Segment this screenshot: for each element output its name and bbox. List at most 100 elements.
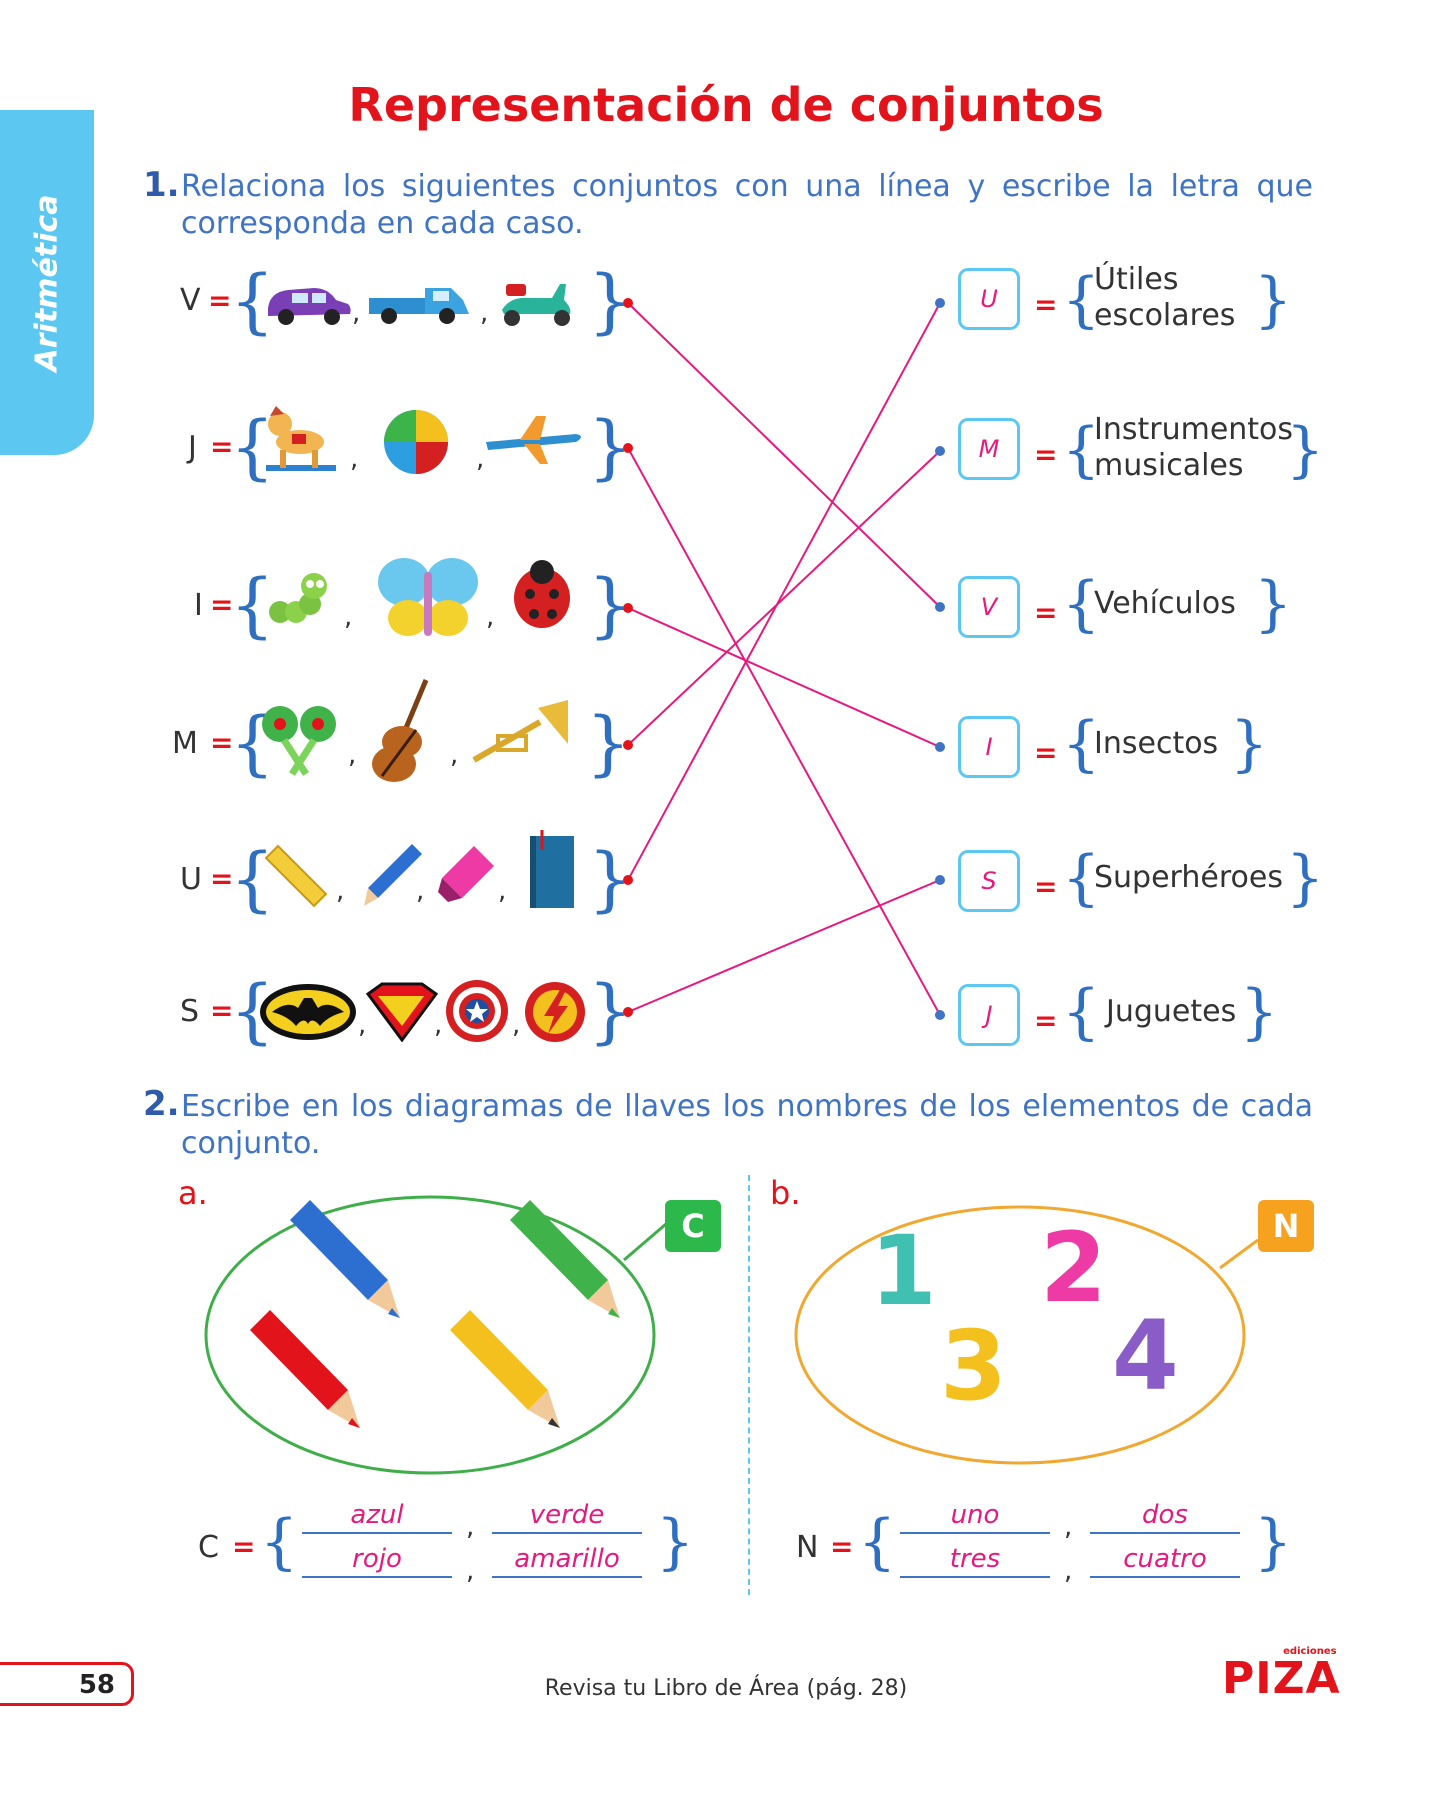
butterfly-icon: [378, 558, 478, 636]
exercise-2-instruction-line1: Escribe en los diagramas de llaves los n…: [181, 1089, 1313, 1124]
answer-box[interactable]: I: [958, 716, 1020, 778]
exercise-1-number: 1.: [143, 165, 180, 205]
ladybug-icon: [514, 560, 570, 628]
line-J: [627, 447, 941, 1016]
pickup-truck-icon: [369, 288, 469, 324]
set-letter: S: [180, 994, 200, 1029]
green-pencil-icon: [510, 1200, 620, 1318]
answer-field[interactable]: tres: [900, 1544, 1050, 1578]
answer-box[interactable]: J: [958, 984, 1020, 1046]
answer-box[interactable]: M: [958, 418, 1020, 480]
equals-sign: =: [210, 430, 234, 463]
scooter-icon: [502, 284, 571, 326]
close-brace: }: [588, 970, 633, 1052]
open-brace: {: [230, 564, 275, 646]
category-label: Vehículos: [1094, 586, 1236, 621]
section-tab: Aritmética: [0, 110, 94, 455]
category-label-line2: musicales: [1094, 448, 1244, 483]
set-letter: U: [180, 862, 202, 897]
publisher-logo: ediciones PIZA: [1222, 1646, 1341, 1701]
exercise-1-instruction-line1: Relaciona los siguientes conjuntos con u…: [181, 169, 1313, 204]
open-brace: {: [1062, 415, 1101, 485]
set-U: U = { , , , }: [180, 830, 633, 918]
open-brace: {: [230, 260, 275, 342]
line-M: [627, 450, 941, 746]
line-V: [627, 302, 941, 608]
violin-icon: [372, 679, 429, 782]
equals-sign: =: [1034, 736, 1058, 769]
yellow-pencil-icon: [450, 1310, 560, 1428]
open-brace: {: [1062, 265, 1101, 335]
equals-sign: =: [210, 994, 234, 1027]
close-brace: }: [588, 838, 633, 920]
category-label: Juguetes: [1106, 994, 1237, 1029]
column-divider: [748, 1175, 750, 1595]
answer-field[interactable]: cuatro: [1090, 1544, 1240, 1578]
answer-field[interactable]: amarillo: [492, 1544, 642, 1578]
set-J: J = { , , }: [180, 406, 633, 486]
answer-field[interactable]: uno: [900, 1500, 1050, 1534]
answer-box[interactable]: U: [958, 268, 1020, 330]
rocking-horse-icon: [266, 406, 336, 471]
set-N-diagram: [794, 1205, 1259, 1465]
answer-field[interactable]: verde: [492, 1500, 642, 1534]
page-number: 58: [78, 1670, 115, 1700]
exercise-1-heading: 1.: [143, 165, 180, 205]
caterpillar-icon: [269, 573, 327, 623]
close-brace: }: [1254, 569, 1293, 639]
flash-logo-icon: [525, 982, 585, 1042]
toy-airplane-icon: [486, 416, 581, 464]
equals-sign: =: [1034, 596, 1058, 629]
close-brace: }: [1254, 265, 1293, 335]
close-brace: }: [588, 260, 633, 342]
set-S: S = { , , , }: [180, 970, 633, 1052]
line-I: [627, 607, 941, 748]
answer-box[interactable]: S: [958, 850, 1020, 912]
category-label: Superhéroes: [1094, 860, 1283, 895]
close-brace: }: [1286, 415, 1325, 485]
equals-sign: =: [1034, 288, 1058, 321]
close-brace: }: [1230, 709, 1269, 779]
set-N-answer: N = { uno , dos tres , cuatro }: [796, 1500, 1293, 1586]
answer-field[interactable]: dos: [1090, 1500, 1240, 1534]
close-brace: }: [588, 406, 633, 488]
set-I: I = { , , }: [180, 558, 633, 646]
open-brace: {: [1062, 843, 1101, 913]
number-2: 2: [1040, 1212, 1107, 1324]
logo-main-text: PIZA: [1222, 1653, 1341, 1704]
equals-sign: =: [210, 862, 234, 895]
open-brace: {: [858, 1507, 897, 1577]
number-1: 1: [870, 1215, 937, 1327]
category-label-line1: Útiles: [1094, 262, 1179, 297]
category-label-line2: escolares: [1094, 298, 1236, 333]
equals-sign: =: [208, 284, 232, 317]
category-M: M = { Instrumentos musicales }: [958, 412, 1324, 492]
answer-field[interactable]: azul: [302, 1500, 452, 1534]
set-letter: I: [194, 588, 203, 623]
maracas-icon: [262, 706, 336, 776]
number-4: 4: [1112, 1300, 1179, 1412]
exercise-1-instruction-line2: corresponda en cada caso.: [181, 206, 584, 241]
answer-field[interactable]: rojo: [302, 1544, 452, 1578]
set-M: M = { , , }: [172, 679, 631, 782]
set-letter: N: [796, 1530, 819, 1565]
close-brace: }: [588, 564, 633, 646]
set-letter: C: [198, 1530, 219, 1565]
category-V: V = { Vehículos }: [958, 569, 1318, 640]
equals-sign: =: [1034, 870, 1058, 903]
book-icon: [530, 830, 574, 908]
category-U: U = { Útiles escolares }: [958, 262, 1318, 342]
set-N-tag: N: [1258, 1200, 1314, 1252]
blue-pencil-icon: [290, 1200, 400, 1318]
ruler-icon: [264, 844, 328, 908]
page-title: Representación de conjuntos: [348, 78, 1104, 132]
set-letter: M: [172, 726, 198, 761]
part-b-label: b.: [770, 1174, 801, 1212]
category-label: Insectos: [1094, 726, 1219, 761]
answer-box[interactable]: V: [958, 576, 1020, 638]
close-brace: }: [1254, 1507, 1293, 1577]
set-C-tag: C: [665, 1200, 721, 1252]
category-label-line1: Instrumentos: [1094, 412, 1294, 447]
book-reference: Revisa tu Libro de Área (pág. 28): [544, 1676, 908, 1701]
